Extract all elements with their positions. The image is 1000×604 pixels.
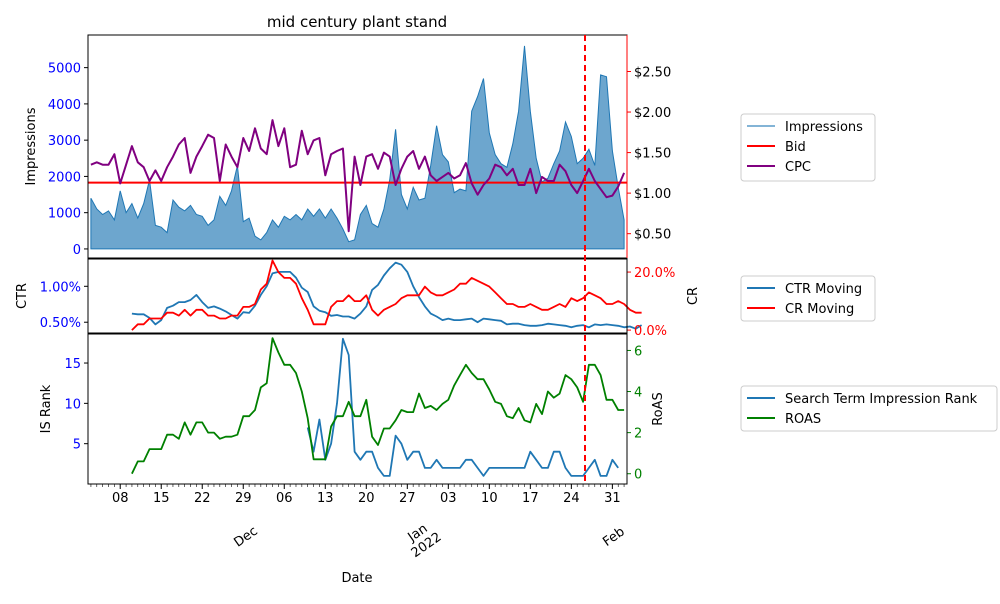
- legend-box: [740, 113, 876, 182]
- x-tick-label: 22: [194, 491, 211, 506]
- y2-tick-label: 6: [634, 344, 642, 359]
- x-tick-label: 24: [563, 491, 580, 506]
- y-tick-label: 0.50%: [40, 316, 81, 331]
- y2-tick-label: $1.50: [634, 147, 671, 162]
- cpc-line: [90, 119, 626, 233]
- panel-frame: [87, 258, 628, 334]
- legend-label: Search Term Impression Rank: [785, 392, 978, 407]
- legend-label: CR Moving: [785, 302, 854, 317]
- legend-box: [740, 385, 998, 432]
- month-label-line: Dec: [231, 524, 260, 551]
- y2-tick-label: 0.0%: [634, 324, 667, 339]
- impressions-area: [90, 45, 625, 250]
- y2-tick-label: $2.00: [634, 106, 671, 121]
- y-tick-label: 5000: [48, 62, 81, 77]
- chart-title: mid century plant stand: [267, 13, 447, 31]
- y-tick-label: 2000: [48, 170, 81, 185]
- cr-moving-line: [131, 259, 642, 331]
- x-tick-label: 03: [440, 491, 457, 506]
- y-tick-label: 0: [73, 243, 81, 258]
- x-tick-label: 31: [604, 491, 621, 506]
- legend-label: ROAS: [785, 412, 821, 427]
- month-label-line: Feb: [600, 524, 627, 549]
- y-tick-label: 10: [64, 397, 81, 412]
- y-tick-label: 15: [64, 357, 81, 372]
- roas-line: [131, 337, 625, 475]
- y2-tick-label: 2: [634, 427, 642, 442]
- legend-label: Impressions: [785, 120, 863, 135]
- y-tick-label: 1.00%: [40, 280, 81, 295]
- y2-axis-label: RoAS: [651, 392, 666, 426]
- y2-tick-label: $2.50: [634, 65, 671, 80]
- y2-tick-label: 0: [634, 468, 642, 483]
- x-tick-label: 20: [358, 491, 375, 506]
- y-tick-label: 4000: [48, 98, 81, 113]
- panel-frame: [87, 333, 628, 485]
- month-label: Jan2022: [400, 517, 444, 561]
- ctr-moving-line: [131, 261, 643, 330]
- y-axis-label: IS Rank: [39, 384, 54, 433]
- legend-label: Bid: [785, 140, 806, 155]
- y2-tick-label: 20.0%: [634, 266, 675, 281]
- legend-label: CTR Moving: [785, 282, 862, 297]
- y2-axis-label: CR: [686, 287, 701, 305]
- is-rank-line: [306, 337, 619, 477]
- month-label: Feb: [600, 524, 627, 549]
- y-axis-label: Impressions: [24, 107, 39, 185]
- x-axis-label: Date: [341, 571, 372, 586]
- y-tick-label: 5: [73, 438, 81, 453]
- x-tick-label: 15: [153, 491, 170, 506]
- x-tick-label: 17: [522, 491, 539, 506]
- y2-tick-label: $1.00: [634, 187, 671, 202]
- y-tick-label: 3000: [48, 134, 81, 149]
- month-label: Dec: [231, 524, 260, 551]
- legend-label: CPC: [785, 160, 811, 175]
- x-tick-label: 10: [481, 491, 498, 506]
- x-tick-label: 08: [112, 491, 129, 506]
- y2-tick-label: $0.50: [634, 228, 671, 243]
- y2-tick-label: 4: [634, 386, 642, 401]
- x-tick-label: 06: [276, 491, 293, 506]
- x-tick-label: 29: [235, 491, 252, 506]
- y-axis-label: CTR: [15, 283, 30, 309]
- y-tick-label: 1000: [48, 207, 81, 222]
- x-tick-label: 27: [399, 491, 416, 506]
- x-tick-label: 13: [317, 491, 334, 506]
